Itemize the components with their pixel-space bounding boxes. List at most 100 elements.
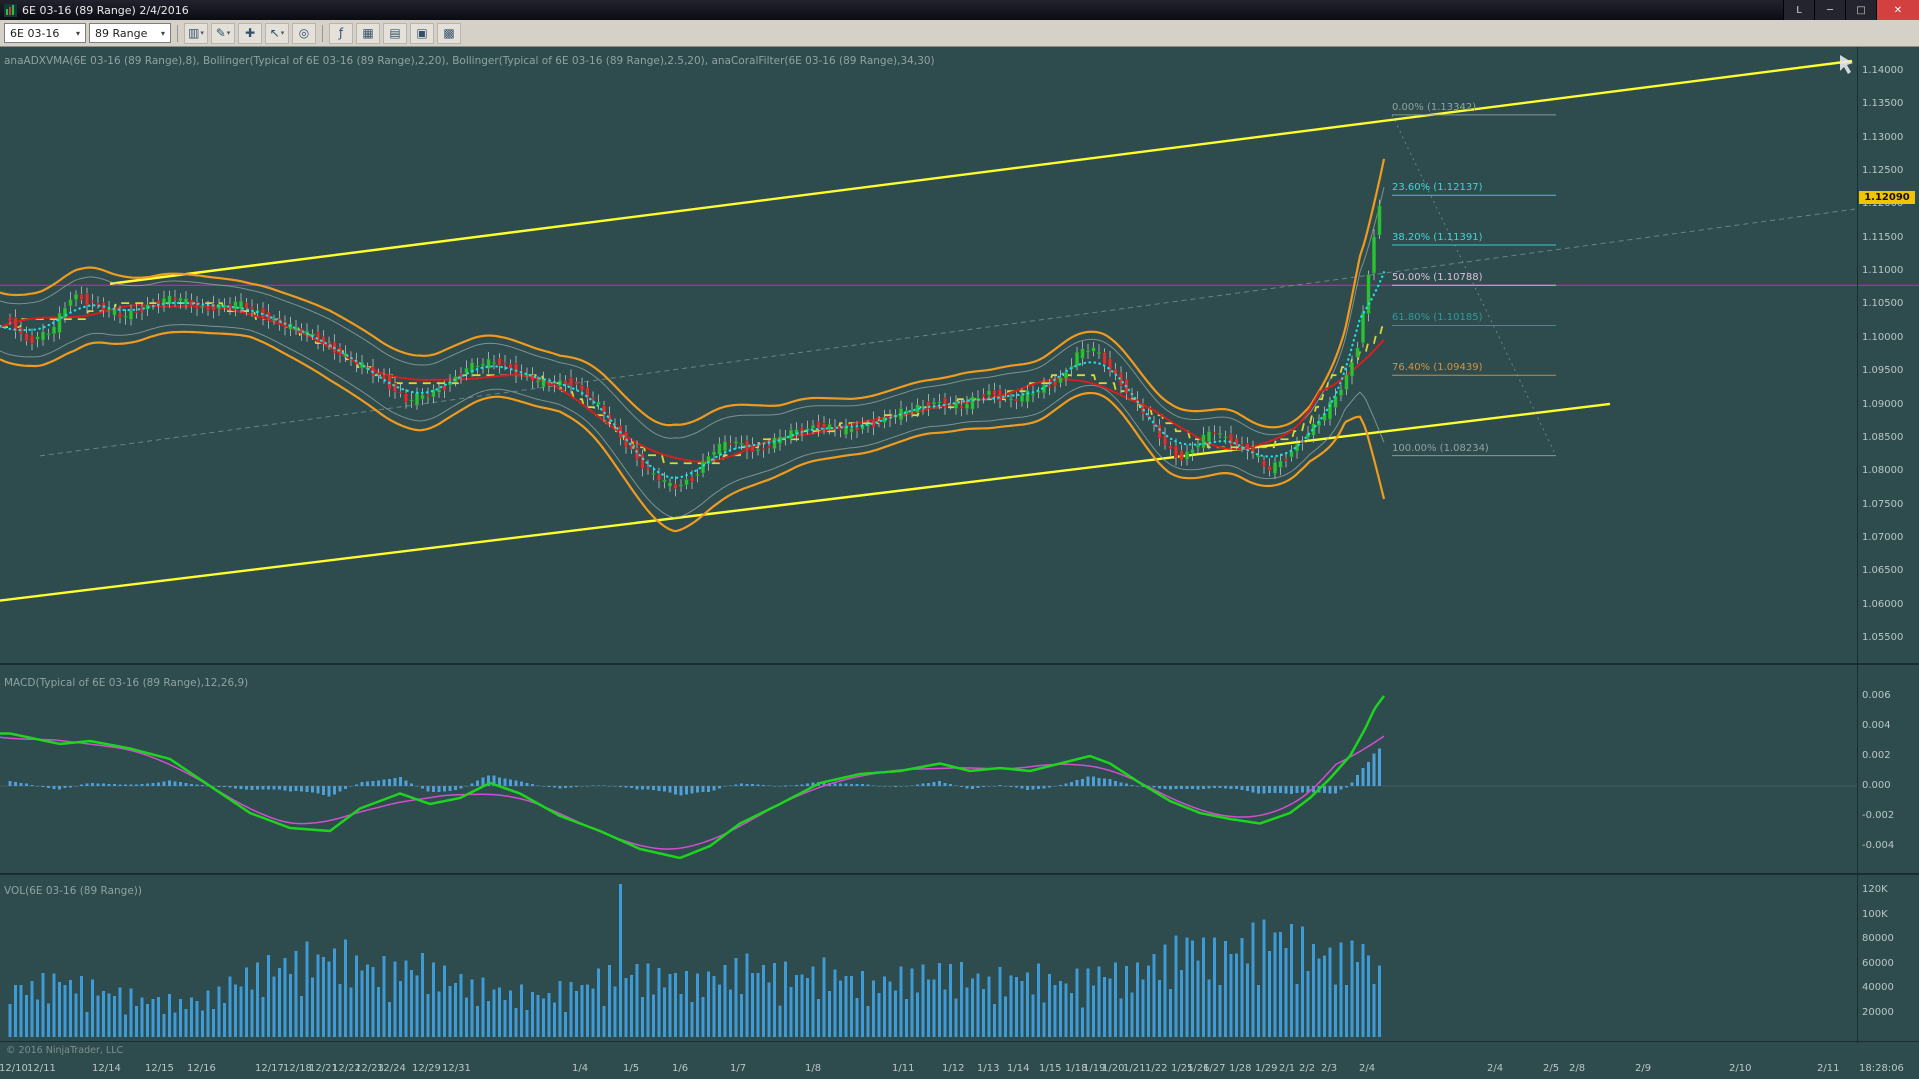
copyright-text: © 2016 NinjaTrader, LLC: [6, 1045, 124, 1056]
minimize-button[interactable]: ─: [1814, 0, 1845, 20]
zoom-button[interactable]: ◎: [292, 22, 316, 44]
chart-style-button[interactable]: ▥ ▾: [184, 22, 208, 44]
period-dropdown[interactable]: 89 Range ▾: [89, 23, 171, 43]
price-axis-label: 1.06500: [1862, 565, 1904, 577]
macd-histogram: [8, 748, 1382, 797]
pencil-icon: ✎: [215, 26, 226, 40]
title-bar[interactable]: 6E 03-16 (89 Range) 2/4/2016 L ─ □ ✕: [0, 0, 1919, 20]
chart-grid-button[interactable]: ▦: [356, 22, 380, 44]
volume-axis-label: 80000: [1862, 933, 1894, 944]
time-axis-label: 12/16: [187, 1063, 216, 1074]
marker-icon: ✚: [244, 26, 256, 40]
time-axis-label: 12/31: [442, 1063, 471, 1074]
time-axis-label: 2/5: [1543, 1063, 1560, 1074]
time-axis-label: 1/25: [1171, 1063, 1194, 1074]
grid-icon: ▦: [362, 26, 374, 40]
price-axis-label: 1.05500: [1862, 632, 1904, 643]
time-axis-label: 12/17: [255, 1063, 284, 1074]
time-axis-label: 1/8: [805, 1063, 822, 1074]
data-grid-button[interactable]: ▩: [437, 22, 461, 44]
draw-marker-button[interactable]: ✚: [238, 22, 262, 44]
panel-divider[interactable]: [0, 873, 1919, 875]
close-button[interactable]: ✕: [1876, 0, 1919, 20]
time-axis-label: 1/29: [1255, 1063, 1278, 1074]
time-axis-label: 1/20: [1102, 1063, 1125, 1074]
time-axis-label: 2/1: [1279, 1063, 1296, 1074]
time-axis-label: 12/24: [377, 1063, 406, 1074]
chart-region: anaADXVMA(6E 03-16 (89 Range),8), Bollin…: [0, 47, 1919, 1079]
indicators-button[interactable]: ƒ: [329, 22, 353, 44]
snapshot-button[interactable]: ▣: [410, 22, 434, 44]
time-axis-label: 2/10: [1729, 1063, 1752, 1074]
time-axis-label: 1/19: [1083, 1063, 1106, 1074]
chevron-down-icon: ▾: [160, 28, 165, 38]
fib-level-label[interactable]: 50.00% (1.10788): [1392, 272, 1483, 284]
volume-bars: [8, 883, 1382, 1037]
time-axis-label: 12/10: [0, 1063, 28, 1074]
window-title: 6E 03-16 (89 Range) 2/4/2016: [22, 3, 189, 17]
time-axis-label: 12/18: [283, 1063, 312, 1074]
price-axis-label: 1.14000: [1862, 65, 1904, 76]
main-indicator-label: anaADXVMA(6E 03-16 (89 Range),8), Bollin…: [4, 55, 935, 67]
chevron-down-icon: ▾: [200, 29, 204, 37]
fib-level-label[interactable]: 76.40% (1.09439): [1392, 362, 1483, 374]
time-axis-label: 1/5: [623, 1063, 640, 1074]
price-axis-label: 1.11000: [1862, 265, 1904, 277]
macd-axis-label: -0.004: [1862, 840, 1895, 851]
restore-button[interactable]: □: [1845, 0, 1876, 20]
time-axis-label: 1/21: [1123, 1063, 1146, 1074]
macd-axis-label: 0.004: [1862, 720, 1891, 731]
price-axis-label: 1.12500: [1862, 165, 1904, 177]
cursor-tool-button[interactable]: ↖ ▾: [265, 22, 289, 44]
time-axis-label: 2/8: [1569, 1063, 1586, 1074]
time-axis-separator: [0, 1041, 1919, 1042]
macd-axis-label: 0.002: [1862, 750, 1891, 761]
time-axis-label: 1/7: [730, 1063, 747, 1074]
fib-level-label[interactable]: 23.60% (1.12137): [1392, 182, 1483, 194]
time-axis-label: 1/28: [1229, 1063, 1252, 1074]
price-axis-label: 1.11500: [1862, 231, 1904, 243]
candles: [8, 199, 1382, 497]
volume-axis-label: 20000: [1862, 1006, 1894, 1018]
fib-level-label[interactable]: 0.00% (1.13342): [1392, 101, 1477, 113]
price-axis-label: 1.10500: [1862, 298, 1904, 310]
instrument-value: 6E 03-16: [10, 26, 60, 40]
chart-canvas[interactable]: [0, 47, 1919, 1079]
toolbar-separator: [322, 24, 323, 42]
price-axis-label: 1.13500: [1862, 98, 1904, 110]
time-axis-label: 1/27: [1203, 1063, 1226, 1074]
chart-trader-button[interactable]: ▤: [383, 22, 407, 44]
chevron-down-icon: ▾: [280, 29, 285, 37]
time-axis-label: 1/26: [1187, 1063, 1210, 1074]
panel-divider[interactable]: [0, 663, 1919, 665]
app-icon: [4, 3, 17, 17]
instrument-dropdown[interactable]: 6E 03-16 ▾: [4, 23, 86, 43]
chart-toolbar: 6E 03-16 ▾ 89 Range ▾ ▥ ▾ ✎ ▾ ✚ ↖ ▾ ◎ ƒ: [0, 20, 1919, 47]
toolbar-separator: [177, 24, 178, 42]
drawing-tools-button[interactable]: ✎ ▾: [211, 22, 235, 44]
fib-level-label[interactable]: 38.20% (1.11391): [1392, 232, 1483, 244]
fib-level-label[interactable]: 100.00% (1.08234): [1392, 442, 1489, 454]
mouse-cursor-icon: [1840, 55, 1853, 74]
price-axis-label: 1.07000: [1862, 531, 1904, 543]
chevron-down-icon: ▾: [226, 29, 231, 37]
price-axis-label: 1.08000: [1862, 465, 1904, 477]
time-axis-label: 2/2: [1299, 1063, 1316, 1074]
snapshot-icon: ▣: [416, 26, 428, 40]
price-axis-label: 1.10000: [1862, 331, 1904, 343]
time-axis-label: 2/9: [1635, 1063, 1652, 1074]
price-axis-label: 1.09000: [1862, 398, 1904, 410]
time-axis-label: 1/13: [977, 1063, 1000, 1074]
time-axis-label: 12/11: [27, 1063, 56, 1074]
macd-indicator-label: MACD(Typical of 6E 03-16 (89 Range),12,2…: [4, 677, 249, 689]
time-axis-label: 12/23: [355, 1063, 384, 1074]
magnifier-icon: ◎: [298, 26, 310, 40]
current-price-badge: 1.12090: [1859, 191, 1915, 205]
fib-level-label[interactable]: 61.80% (1.10185): [1392, 312, 1483, 324]
chart-style-icon: ▥: [188, 26, 200, 40]
time-axis-label: 2/3: [1321, 1063, 1338, 1074]
instrument-link-button[interactable]: L: [1783, 0, 1814, 20]
cursor-icon: ↖: [269, 26, 280, 40]
macd-axis-label: -0.002: [1862, 810, 1895, 821]
